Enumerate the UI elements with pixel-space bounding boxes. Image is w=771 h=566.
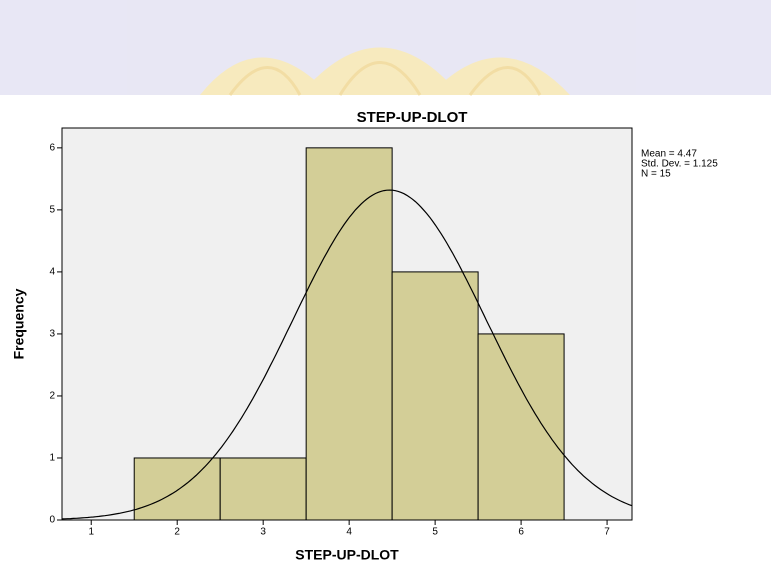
bar <box>478 334 564 520</box>
y-tick-label: 3 <box>49 329 55 340</box>
y-tick-label: 4 <box>49 267 55 278</box>
x-tick-label: 3 <box>260 527 266 538</box>
bar <box>134 458 220 520</box>
bar <box>220 458 306 520</box>
y-tick-label: 1 <box>49 453 55 464</box>
x-tick-label: 4 <box>346 527 352 538</box>
bar <box>306 148 392 520</box>
y-tick-label: 2 <box>49 391 55 402</box>
bar <box>392 272 478 520</box>
x-tick-label: 6 <box>518 527 524 538</box>
stat-label: N = 15 <box>641 169 671 180</box>
y-tick-label: 5 <box>49 205 55 216</box>
chart: STEP-UP-DLOT STEP-UP-DLOT Frequency 0 1 2 3… <box>0 0 771 566</box>
x-tick-label: 7 <box>604 527 610 538</box>
x-tick-label: 5 <box>432 527 438 538</box>
x-tick-label: 1 <box>88 527 94 538</box>
y-tick-label: 0 <box>49 515 55 526</box>
x-axis-label: STEP-UP-DLOT <box>295 547 399 563</box>
x-tick-label: 2 <box>174 527 180 538</box>
chart-title: STEP-UP-DLOT <box>357 109 468 126</box>
watermark <box>0 0 771 95</box>
y-tick-label: 6 <box>49 142 55 153</box>
y-axis-label: Frequency <box>11 288 27 359</box>
